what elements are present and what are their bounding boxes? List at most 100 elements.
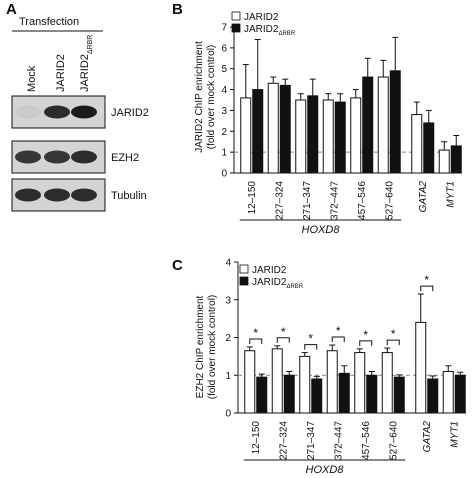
bar [267,82,279,174]
blot-band [71,150,97,164]
legend-entry-1: JARID2ΔRBR [244,24,296,37]
bar [377,76,389,174]
bar [279,84,291,174]
y-tick-label: 5 [221,64,227,75]
y-tick-label: 3 [221,106,227,117]
x-tick-label: 457–546 [361,421,372,460]
y-tick-label: 4 [225,258,231,269]
bar [454,374,466,414]
x-tick-label: 227–324 [278,421,289,460]
blot-band [71,105,97,119]
bar [244,350,256,414]
panel-b-group-label: HOXD8 [302,224,341,236]
lane-label-2-subscript: ΔRBR [87,35,94,54]
x-tick-label: MYT1 [449,421,460,448]
x-tick-label: 12–150 [247,181,258,215]
bar [366,374,378,414]
x-tick-label: GATA2 [418,181,429,213]
panel-b-ylabel-line1: JARID2 ChIP enrichment [194,41,205,153]
blot-band [15,188,41,202]
significance-star: * [363,328,368,342]
bar [393,376,405,414]
legend-swatch [231,11,241,21]
bar [307,95,319,174]
legend-entry-0: JARID2 [244,12,279,23]
bar [438,149,450,174]
bar [450,145,462,174]
blot-band [15,105,41,119]
bar [415,321,427,414]
x-tick-label: MYT1 [445,181,456,208]
y-tick-label: 4 [221,85,227,96]
bar [240,97,252,174]
blot-band [44,188,70,202]
y-tick-label: 3 [225,295,231,306]
significance-star: * [391,327,396,341]
bar [338,372,350,414]
y-tick-label: 7 [221,23,227,34]
legend-entry-1: JARID2ΔRBR [252,277,304,290]
lane-labels: Mock JARID2 JARID2ΔRBR [26,35,94,92]
bar [423,122,435,174]
panel-a-label: A [6,1,17,18]
bar [295,99,307,174]
blot-ezh2: EZH2 [11,140,139,174]
lane-label-0: Mock [26,65,38,92]
significance-bracket [304,344,318,350]
x-tick-label: 271–347 [306,421,317,460]
bar [350,97,362,174]
y-tick-label: 6 [221,43,227,54]
x-tick-label: 372–447 [333,421,344,460]
bar [362,76,374,174]
bar [271,348,283,414]
bar [326,350,338,414]
blot-jarid2: JARID2 [11,95,149,129]
blot-band [15,150,41,164]
significance-star: * [424,273,429,287]
bar [252,89,264,174]
y-tick-label: 2 [225,333,231,344]
bar [322,99,334,174]
bar [381,352,393,414]
blot-band [44,150,70,164]
legend-entry-0-main: JARID2 [252,265,287,276]
y-tick-label: 0 [221,169,227,180]
y-tick-label: 0 [225,409,231,420]
blot-tubulin: Tubulin [11,178,147,212]
blot-label-tubulin: Tubulin [111,190,147,202]
x-tick-label: 527–640 [384,181,395,220]
legend-swatch [239,276,249,286]
legend-entry-1-main: JARID2 [252,277,287,288]
bar [354,352,366,414]
significance-bracket [386,339,400,346]
y-tick-label: 2 [221,127,227,138]
legend-entry-1-subscript: ΔRBR [286,284,303,290]
legend-entry-1-main: JARID2 [244,24,279,35]
significance-bracket [359,340,373,346]
legend-swatch [239,264,249,274]
lane-label-1-main: JARID2 [55,54,67,92]
lane-label-1: JARID2 [55,54,67,92]
y-tick-label: 1 [221,148,227,159]
bar [299,355,311,414]
significance-bracket [420,285,434,292]
x-tick-label: 457–546 [357,181,368,220]
x-tick-label: 527–640 [388,421,399,460]
legend-entry-0-main: JARID2 [244,12,279,23]
bar [442,370,454,414]
bar [389,70,401,174]
significance-bracket [276,337,290,343]
panel-c-group-label: HOXD8 [306,464,345,476]
chart-b: 0 1 2 3 4 5 6 7 12–150 227–324 271–347 372–447 457–5… [221,23,462,221]
x-tick-label: GATA2 [422,421,433,453]
bar [283,374,295,414]
chart-c: 0 1 2 3 4 12–150 227–324 271–347 372–447 457–546 5… [225,258,466,461]
bar [411,114,423,174]
blot-strips: JARID2 EZH2 Tubulin [11,95,149,212]
x-tick-label: 271–347 [302,181,313,220]
blot-label-ezh2: EZH2 [111,152,139,164]
